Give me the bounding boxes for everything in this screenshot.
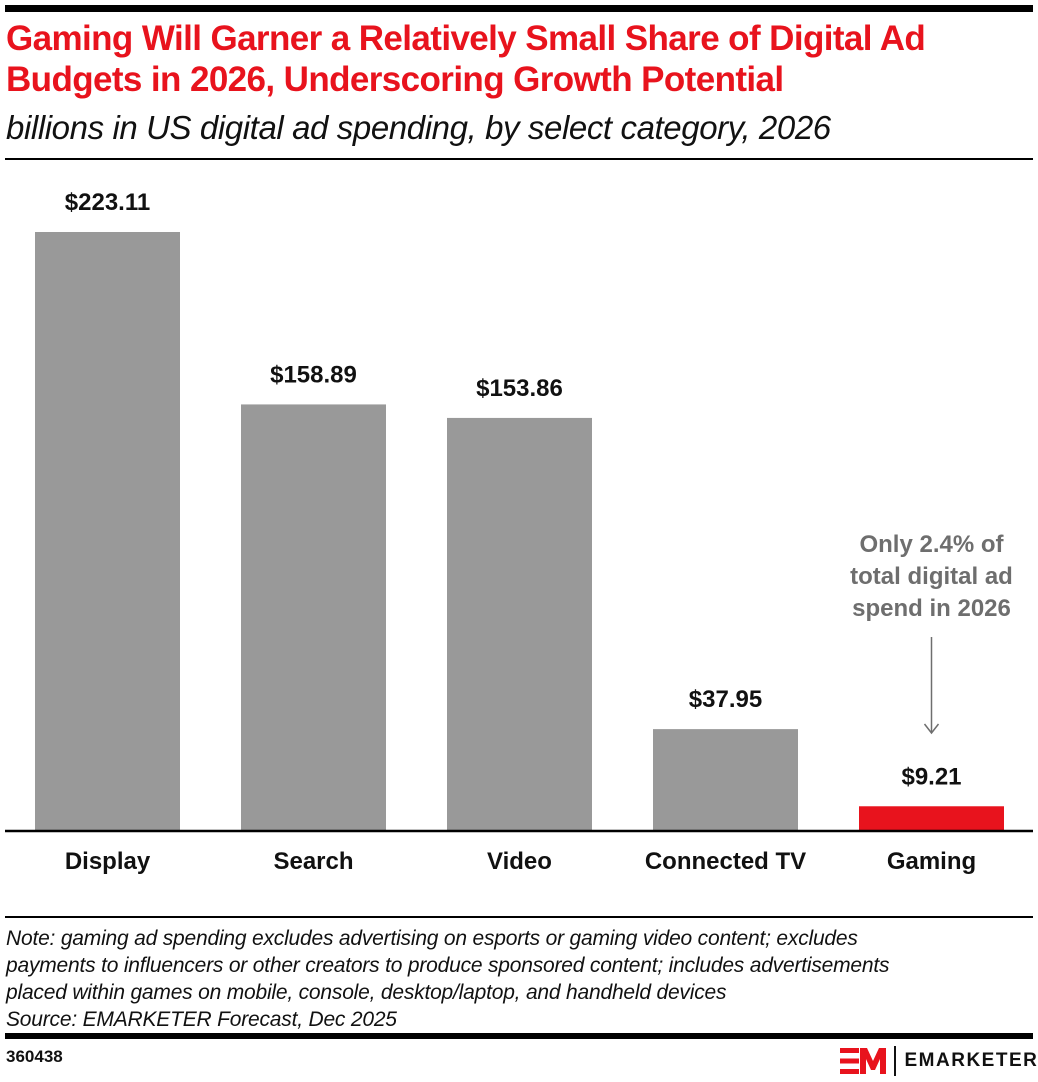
data-label: $9.21 <box>901 763 961 790</box>
header-divider <box>5 158 1033 160</box>
annotation-text: total digital ad <box>850 563 1013 590</box>
category-label: Search <box>273 848 353 875</box>
bar-display <box>35 232 180 831</box>
arrow-down-icon <box>923 723 940 735</box>
data-label: $158.89 <box>270 361 357 388</box>
bar-chart: $223.11 $158.89 $153.86 $37.95 $9.21 Display… <box>5 189 1033 875</box>
annotation: Only 2.4% of total digital ad spend in 202… <box>850 531 1013 735</box>
source-line: Source: EMARKETER Forecast, Dec 2025 <box>6 1008 397 1031</box>
annotation-text: Only 2.4% of <box>859 531 1004 558</box>
top-rule <box>5 5 1033 12</box>
em-logo-icon <box>840 1048 886 1074</box>
bar-connected-tv <box>653 729 798 831</box>
category-label: Display <box>65 848 151 875</box>
data-label: $37.95 <box>689 686 762 713</box>
notes: Note: gaming ad spending excludes advert… <box>6 925 1032 1033</box>
data-label: $153.86 <box>476 375 563 402</box>
note-line: placed within games on mobile, console, … <box>6 981 727 1004</box>
bottom-rule <box>5 1033 1033 1039</box>
note-line: Note: gaming ad spending excludes advert… <box>6 927 858 950</box>
annotation-text: spend in 2026 <box>852 595 1011 622</box>
emarketer-logo: EMARKETER <box>840 1045 1038 1077</box>
chart-title: Gaming Will Garner a Relatively Small Sh… <box>6 19 926 99</box>
brand-name: EMARKETER <box>904 1050 1038 1071</box>
bar-video <box>447 417 592 831</box>
footer-divider <box>5 916 1033 918</box>
category-label: Connected TV <box>645 848 806 875</box>
data-label: $223.11 <box>65 189 150 216</box>
category-label: Gaming <box>887 848 976 875</box>
chart-id: 360438 <box>6 1047 63 1066</box>
category-label: Video <box>487 848 552 875</box>
logo-separator <box>894 1046 896 1076</box>
bar-search <box>241 404 386 831</box>
note-line: payments to influencers or other creator… <box>6 954 890 977</box>
bar-gaming <box>859 806 1004 831</box>
chart-subtitle: billions in US digital ad spending, by s… <box>6 109 831 146</box>
